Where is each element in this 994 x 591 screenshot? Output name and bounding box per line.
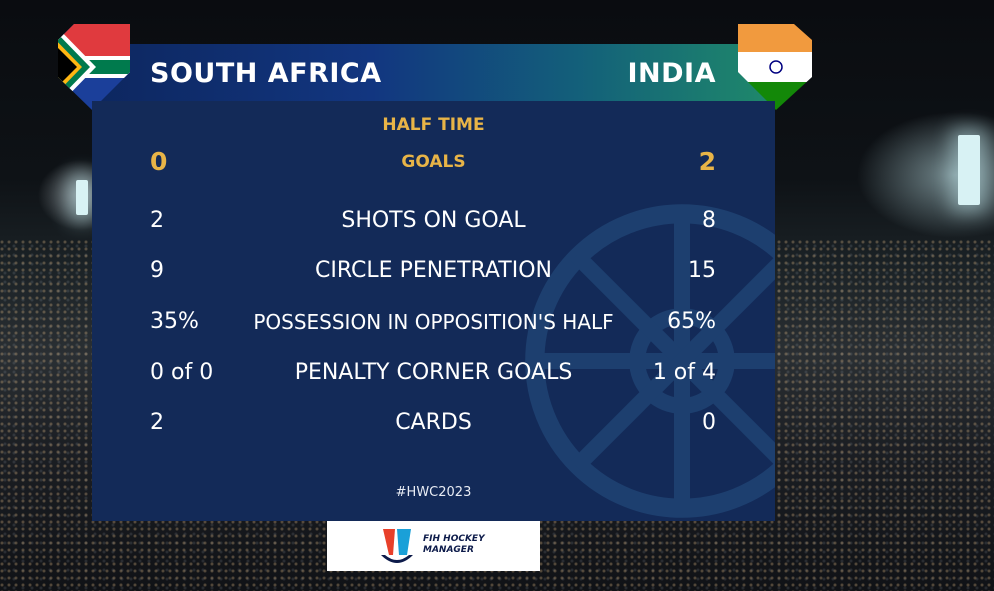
sponsor-name: FIH HOCKEY MANAGER <box>423 534 523 556</box>
stat-row-cards: 2 CARDS 0 <box>92 406 775 440</box>
home-team-name: SOUTH AFRICA <box>150 58 382 89</box>
away-value: 65% <box>667 309 716 334</box>
stat-row-penalty-corner-goals: 0 of 0 PENALTY CORNER GOALS 1 of 4 <box>92 356 775 390</box>
stat-label: CIRCLE PENETRATION <box>315 258 552 283</box>
goals-row: 0 GOALS 2 <box>92 145 775 179</box>
floodlight-left <box>76 180 88 215</box>
india-flag-icon <box>738 24 812 110</box>
away-value: 0 <box>702 410 716 435</box>
home-value: 2 <box>150 208 164 233</box>
home-goals: 0 <box>150 147 168 176</box>
hashtag: #HWC2023 <box>395 485 472 500</box>
stat-row-possession: 35% POSSESSION IN OPPOSITION'S HALF 65% <box>92 305 775 339</box>
sponsor-line-1: FIH HOCKEY <box>423 534 485 544</box>
home-value: 35% <box>150 309 199 334</box>
period-label: HALF TIME <box>382 115 485 135</box>
sponsor-line-2: MANAGER <box>423 545 474 555</box>
scoreboard-header <box>100 44 780 102</box>
home-value: 2 <box>150 410 164 435</box>
stats-panel: HALF TIME 0 GOALS 2 2 SHOTS ON GOAL 8 9 … <box>92 101 775 521</box>
stat-label: PENALTY CORNER GOALS <box>294 360 573 385</box>
home-value: 0 of 0 <box>150 360 214 385</box>
away-value: 15 <box>688 258 716 283</box>
away-goals: 2 <box>698 147 716 176</box>
stat-label: CARDS <box>395 410 472 435</box>
stat-label: SHOTS ON GOAL <box>341 208 526 233</box>
home-value: 9 <box>150 258 164 283</box>
sponsor-banner: FIH HOCKEY MANAGER <box>327 521 540 571</box>
stat-row-circle-penetration: 9 CIRCLE PENETRATION 15 <box>92 254 775 288</box>
floodlight-right <box>958 135 980 205</box>
away-value: 8 <box>702 208 716 233</box>
away-value: 1 of 4 <box>652 360 716 385</box>
stat-label: POSSESSION IN OPPOSITION'S HALF <box>253 310 614 334</box>
south-africa-flag-icon <box>58 24 130 110</box>
chakra-watermark-icon <box>525 204 775 518</box>
stat-row-shots-on-goal: 2 SHOTS ON GOAL 8 <box>92 204 775 238</box>
away-team-name: INDIA <box>627 58 716 89</box>
fih-hockey-manager-logo <box>381 529 413 563</box>
goals-label: GOALS <box>401 152 466 172</box>
